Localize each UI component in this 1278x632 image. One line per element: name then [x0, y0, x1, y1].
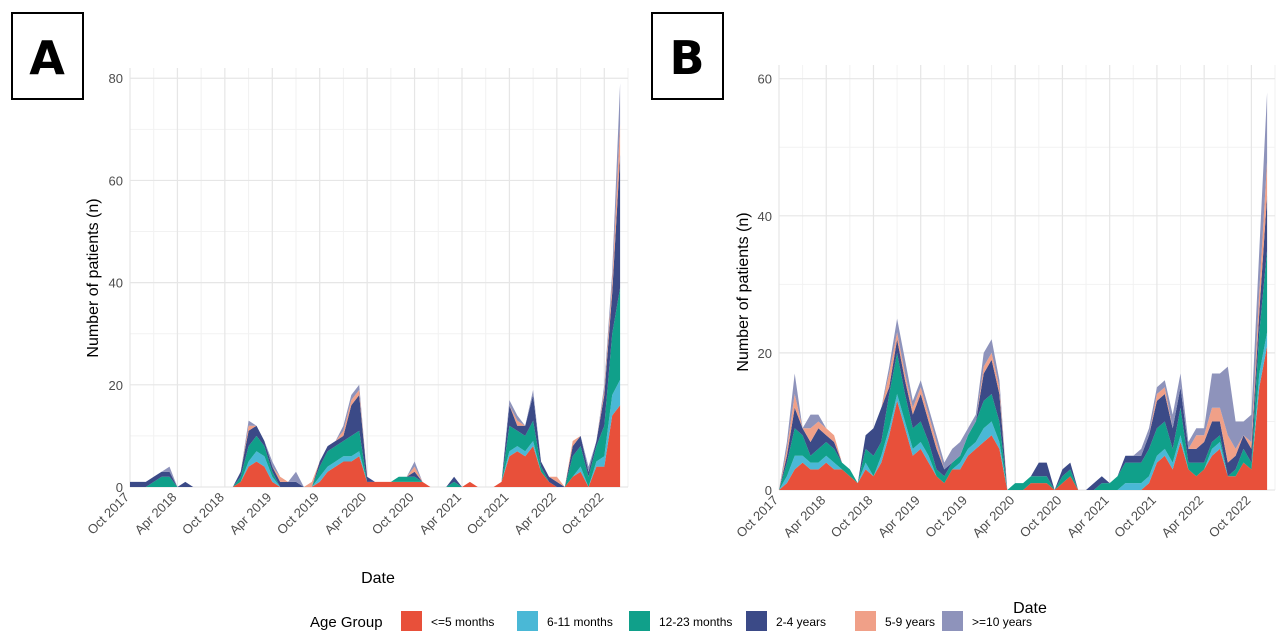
legend-key-m6_11	[517, 611, 538, 631]
legend-label-y5_9: 5-9 years	[885, 615, 935, 629]
panel-a-y-tick-label: 80	[109, 71, 123, 86]
panel-b-y-tick-label: 60	[758, 72, 772, 87]
panel-a-y-tick-label: 0	[116, 480, 123, 495]
panel-b-area-le5m	[779, 346, 1268, 490]
legend: Age Group <=5 months 6-11 months 12-23 mon…	[310, 611, 1032, 631]
panel-b-y-tick-label: 0	[765, 483, 772, 498]
legend-key-le5m	[401, 611, 422, 631]
panel-a-y-tick-label: 40	[109, 276, 123, 291]
legend-label-y2_4: 2-4 years	[776, 615, 826, 629]
panel-b-letter: B	[669, 31, 704, 85]
legend-key-ge10	[942, 611, 963, 631]
panel-a-y-axis-title: Number of patients (n)	[85, 198, 102, 357]
panel-b-y-tick-label: 40	[758, 209, 772, 224]
legend-label-ge10: >=10 years	[972, 615, 1032, 629]
panel-b-letter-box	[651, 12, 724, 100]
legend-title: Age Group	[310, 614, 383, 631]
legend-label-le5m: <=5 months	[431, 615, 494, 629]
panel-b-y-tick-label: 20	[758, 346, 772, 361]
legend-key-m12_23	[629, 611, 650, 631]
legend-label-m6_11: 6-11 months	[547, 615, 613, 629]
panel-a-letter: A	[29, 31, 65, 85]
panel-a-x-axis-title: Date	[361, 570, 395, 587]
panel-a-y-tick-label: 20	[109, 378, 123, 393]
panel-b-x-axis-title: Date	[1013, 600, 1047, 617]
panel-a-y-tick-label: 60	[109, 173, 123, 188]
legend-key-y5_9	[855, 611, 876, 631]
panel-a-area-y5_9	[130, 124, 621, 487]
legend-label-m12_23: 12-23 months	[659, 615, 732, 629]
legend-key-y2_4	[746, 611, 767, 631]
panel-a-area-m12_23	[130, 287, 621, 487]
panel-a-area-m6_11	[130, 379, 621, 487]
panel-b-y-axis-title: Number of patients (n)	[735, 212, 752, 371]
panel-a-letter-box	[11, 12, 84, 100]
panel-a-area-le5m	[130, 405, 621, 487]
